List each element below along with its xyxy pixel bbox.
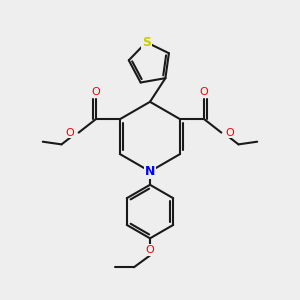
Text: S: S <box>142 36 151 49</box>
Text: O: O <box>226 128 234 138</box>
Text: N: N <box>145 165 155 178</box>
Text: O: O <box>92 87 100 98</box>
Text: O: O <box>200 87 208 98</box>
Text: O: O <box>146 245 154 255</box>
Text: O: O <box>66 128 74 138</box>
